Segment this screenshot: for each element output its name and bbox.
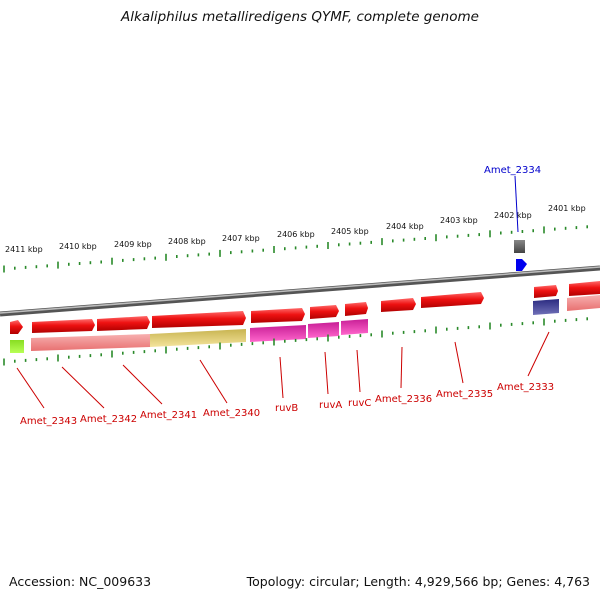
gene-arrow-amet-2335[interactable] — [421, 292, 484, 308]
feature-block-pink-right[interactable] — [567, 295, 600, 311]
kbp-label-2401: 2401 kbp — [548, 204, 586, 213]
leader-amet-2334 — [514, 175, 519, 233]
gene-leader-lines — [16, 331, 550, 409]
gene-arrow[interactable] — [569, 281, 600, 296]
kbp-label-2403: 2403 kbp — [440, 216, 478, 225]
gene-label-amet-2335[interactable]: Amet_2335 — [436, 389, 493, 400]
kbp-label-2407: 2407 kbp — [222, 234, 260, 243]
gene-arrow-ruvc[interactable] — [345, 302, 368, 316]
genome-backbone — [0, 265, 600, 317]
gene-arrow-amet-2340[interactable] — [152, 311, 246, 328]
feature-block-gray[interactable] — [514, 240, 525, 253]
gene-label-amet-2343[interactable]: Amet_2343 — [20, 416, 77, 427]
kbp-label-2409: 2409 kbp — [114, 240, 152, 249]
feature-block-pink[interactable] — [31, 334, 150, 351]
gene-label-amet-2341[interactable]: Amet_2341 — [140, 410, 197, 421]
kbp-labels: 2411 kbp 2410 kbp 2409 kbp 2408 kbp 2407… — [5, 204, 586, 254]
kbp-tick-track-lower — [3, 317, 589, 366]
kbp-label-2402: 2402 kbp — [494, 211, 532, 220]
kbp-label-2411: 2411 kbp — [5, 245, 43, 254]
gene-arrow-ruvb[interactable] — [251, 308, 305, 323]
feature-block-magenta-ruvb[interactable] — [250, 325, 306, 342]
gene-arrow-amet-2333[interactable] — [534, 285, 558, 298]
gene-arrow-amet-2336[interactable] — [381, 298, 416, 312]
gene-label-ruvb[interactable]: ruvB — [275, 403, 298, 414]
gene-label-amet-2336[interactable]: Amet_2336 — [375, 394, 432, 405]
gene-label-amet-2340[interactable]: Amet_2340 — [203, 408, 260, 419]
gene-label-amet-2334[interactable]: Amet_2334 — [484, 165, 541, 176]
kbp-label-2404: 2404 kbp — [386, 222, 424, 231]
gene-arrow-amet-2334[interactable] — [516, 259, 527, 271]
feature-block-green[interactable] — [10, 340, 24, 353]
kbp-label-2406: 2406 kbp — [277, 230, 315, 239]
gene-label-amet-2342[interactable]: Amet_2342 — [80, 414, 137, 425]
kbp-label-2405: 2405 kbp — [331, 227, 369, 236]
gene-arrow-ruva[interactable] — [310, 305, 339, 319]
gene-labels: Amet_2343 Amet_2342 Amet_2341 Amet_2340 … — [20, 382, 554, 427]
accession-label: Accession: NC_009633 — [9, 574, 152, 589]
gene-label-ruva[interactable]: ruvA — [319, 400, 342, 411]
feature-block-purple[interactable] — [533, 299, 559, 315]
topology-label: Topology: circular; Length: 4,929,566 bp… — [246, 574, 590, 589]
feature-block-magenta-ruva[interactable] — [308, 322, 339, 338]
kbp-label-2408: 2408 kbp — [168, 237, 206, 246]
gene-label-amet-2333[interactable]: Amet_2333 — [497, 382, 554, 393]
feature-blocks — [10, 295, 600, 353]
kbp-label-2410: 2410 kbp — [59, 242, 97, 251]
gene-arrow-amet-2342[interactable] — [32, 319, 95, 333]
gene-arrow[interactable] — [10, 320, 23, 334]
feature-block-yellow[interactable] — [150, 329, 246, 347]
genome-title: Alkaliphilus metalliredigens QYMF, compl… — [121, 9, 479, 25]
feature-block-magenta-ruvc[interactable] — [341, 319, 368, 335]
gene-arrow-amet-2341[interactable] — [97, 316, 150, 331]
kbp-tick-track-upper — [3, 225, 589, 273]
forward-genes — [10, 281, 600, 334]
gene-label-ruvc[interactable]: ruvC — [348, 398, 371, 409]
